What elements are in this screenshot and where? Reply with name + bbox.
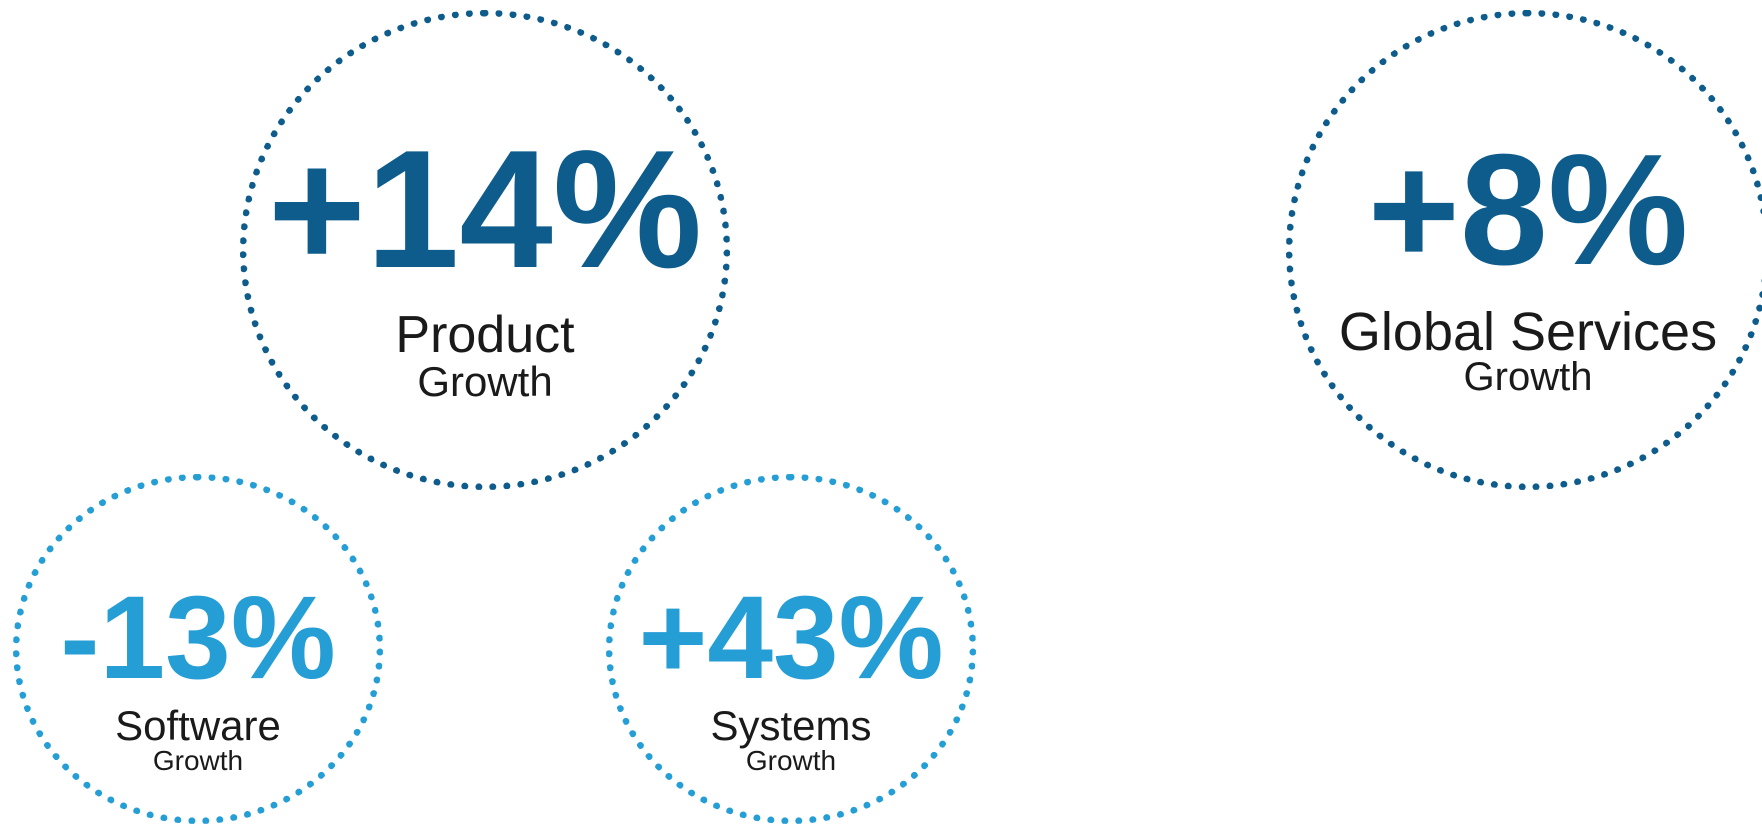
product-growth-sub: Growth [417,358,553,405]
product-growth-circle: +14% Product Growth [240,10,730,490]
global-services-growth-value: +8% [1367,122,1689,298]
global-services-growth-label: Global Services [1338,302,1718,362]
software-growth-value: -13% [60,572,336,704]
product-growth-label: Product [395,306,575,364]
systems-growth-label: Systems [710,702,872,749]
systems-growth-sub: Growth [745,745,837,776]
software-growth-sub: Growth [152,745,244,776]
systems-growth-circle: +43% Systems Growth [606,474,976,824]
global-services-growth-circle: +8% Global Services Growth [1286,10,1762,490]
software-growth-label: Software [115,702,281,749]
software-growth-circle: -13% Software Growth [13,474,383,824]
product-growth-value: +14% [267,115,703,303]
global-services-growth-sub: Growth [1463,355,1593,399]
systems-growth-value: +43% [638,572,944,704]
